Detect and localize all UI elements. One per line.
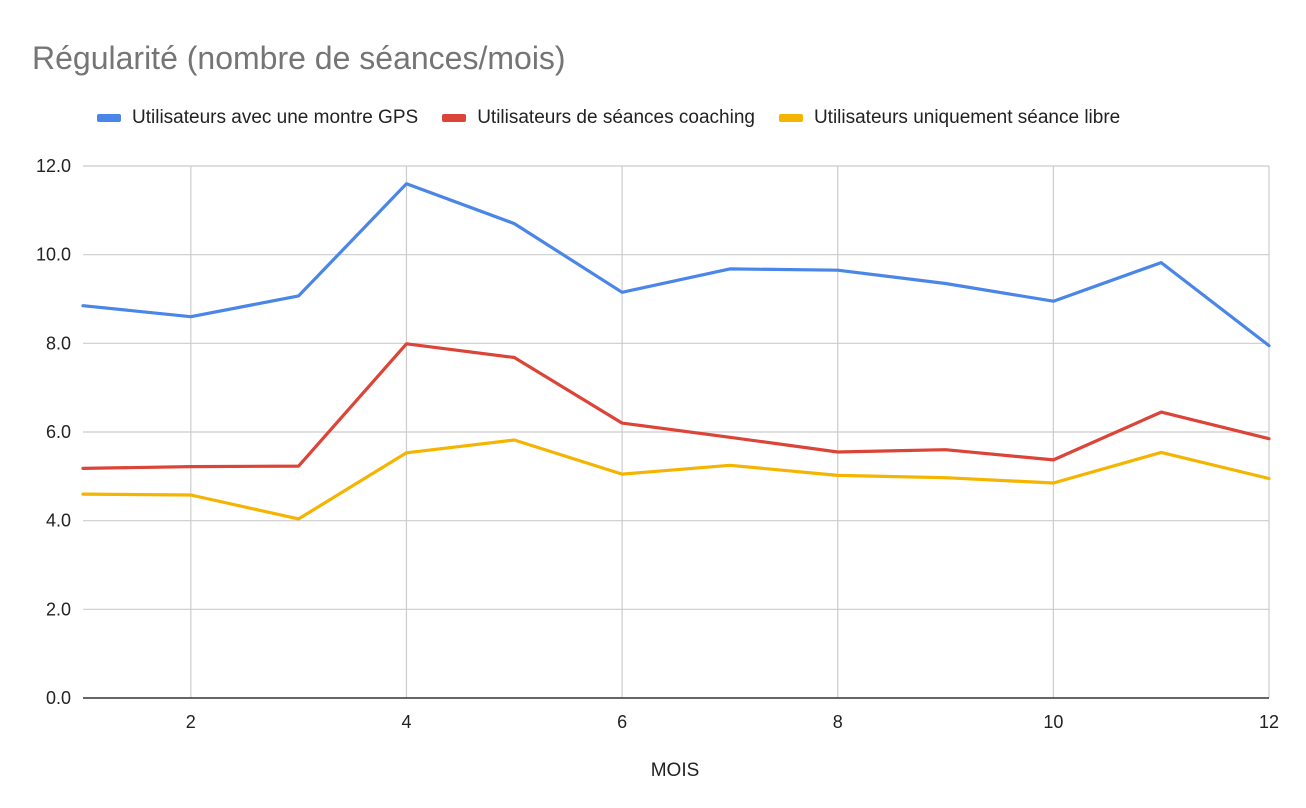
y-tick-label: 12.0 (36, 156, 71, 176)
legend-label-coaching: Utilisateurs de séances coaching (477, 107, 755, 128)
legend-item-libre: Utilisateurs uniquement séance libre (778, 107, 1121, 129)
y-tick-label: 8.0 (46, 333, 71, 353)
legend-swatch-coaching (442, 114, 467, 122)
x-tick-label: 8 (833, 712, 843, 732)
y-tick-label: 0.0 (46, 688, 71, 708)
x-tick-label: 6 (617, 712, 627, 732)
tick-label-layer: 0.0 2.0 4.0 6.0 8.0 10.0 12.0 2 4 6 8 10 12 (36, 156, 1279, 732)
legend-item-gps: Utilisateurs avec une montre GPS (97, 107, 418, 129)
legend-item-coaching: Utilisateurs de séances coaching (442, 107, 755, 129)
legend-swatch-gps (97, 114, 121, 122)
legend-label-gps: Utilisateurs avec une montre GPS (132, 107, 419, 128)
x-tick-label: 2 (186, 712, 196, 732)
series-line-libre (81, 438, 1271, 521)
chart-title: Régularité (nombre de séances/mois) (32, 40, 566, 76)
y-tick-label: 4.0 (46, 511, 71, 531)
y-tick-label: 10.0 (36, 245, 71, 265)
y-tick-label: 2.0 (46, 599, 71, 619)
series-layer (81, 182, 1271, 521)
legend-label-libre: Utilisateurs uniquement séance libre (813, 107, 1121, 128)
legend-swatch-libre (778, 114, 803, 122)
series-line-gps (81, 182, 1271, 348)
x-tick-label: 4 (401, 712, 411, 732)
x-tick-label: 12 (1259, 712, 1279, 732)
grid-layer (83, 165, 1270, 698)
chart-legend: Utilisateurs avec une montre GPS Utilisa… (97, 105, 1144, 131)
x-axis-title: MOIS (650, 760, 700, 781)
x-tick-label: 10 (1043, 712, 1063, 732)
y-tick-label: 6.0 (46, 422, 71, 442)
series-line-coaching (81, 342, 1271, 470)
